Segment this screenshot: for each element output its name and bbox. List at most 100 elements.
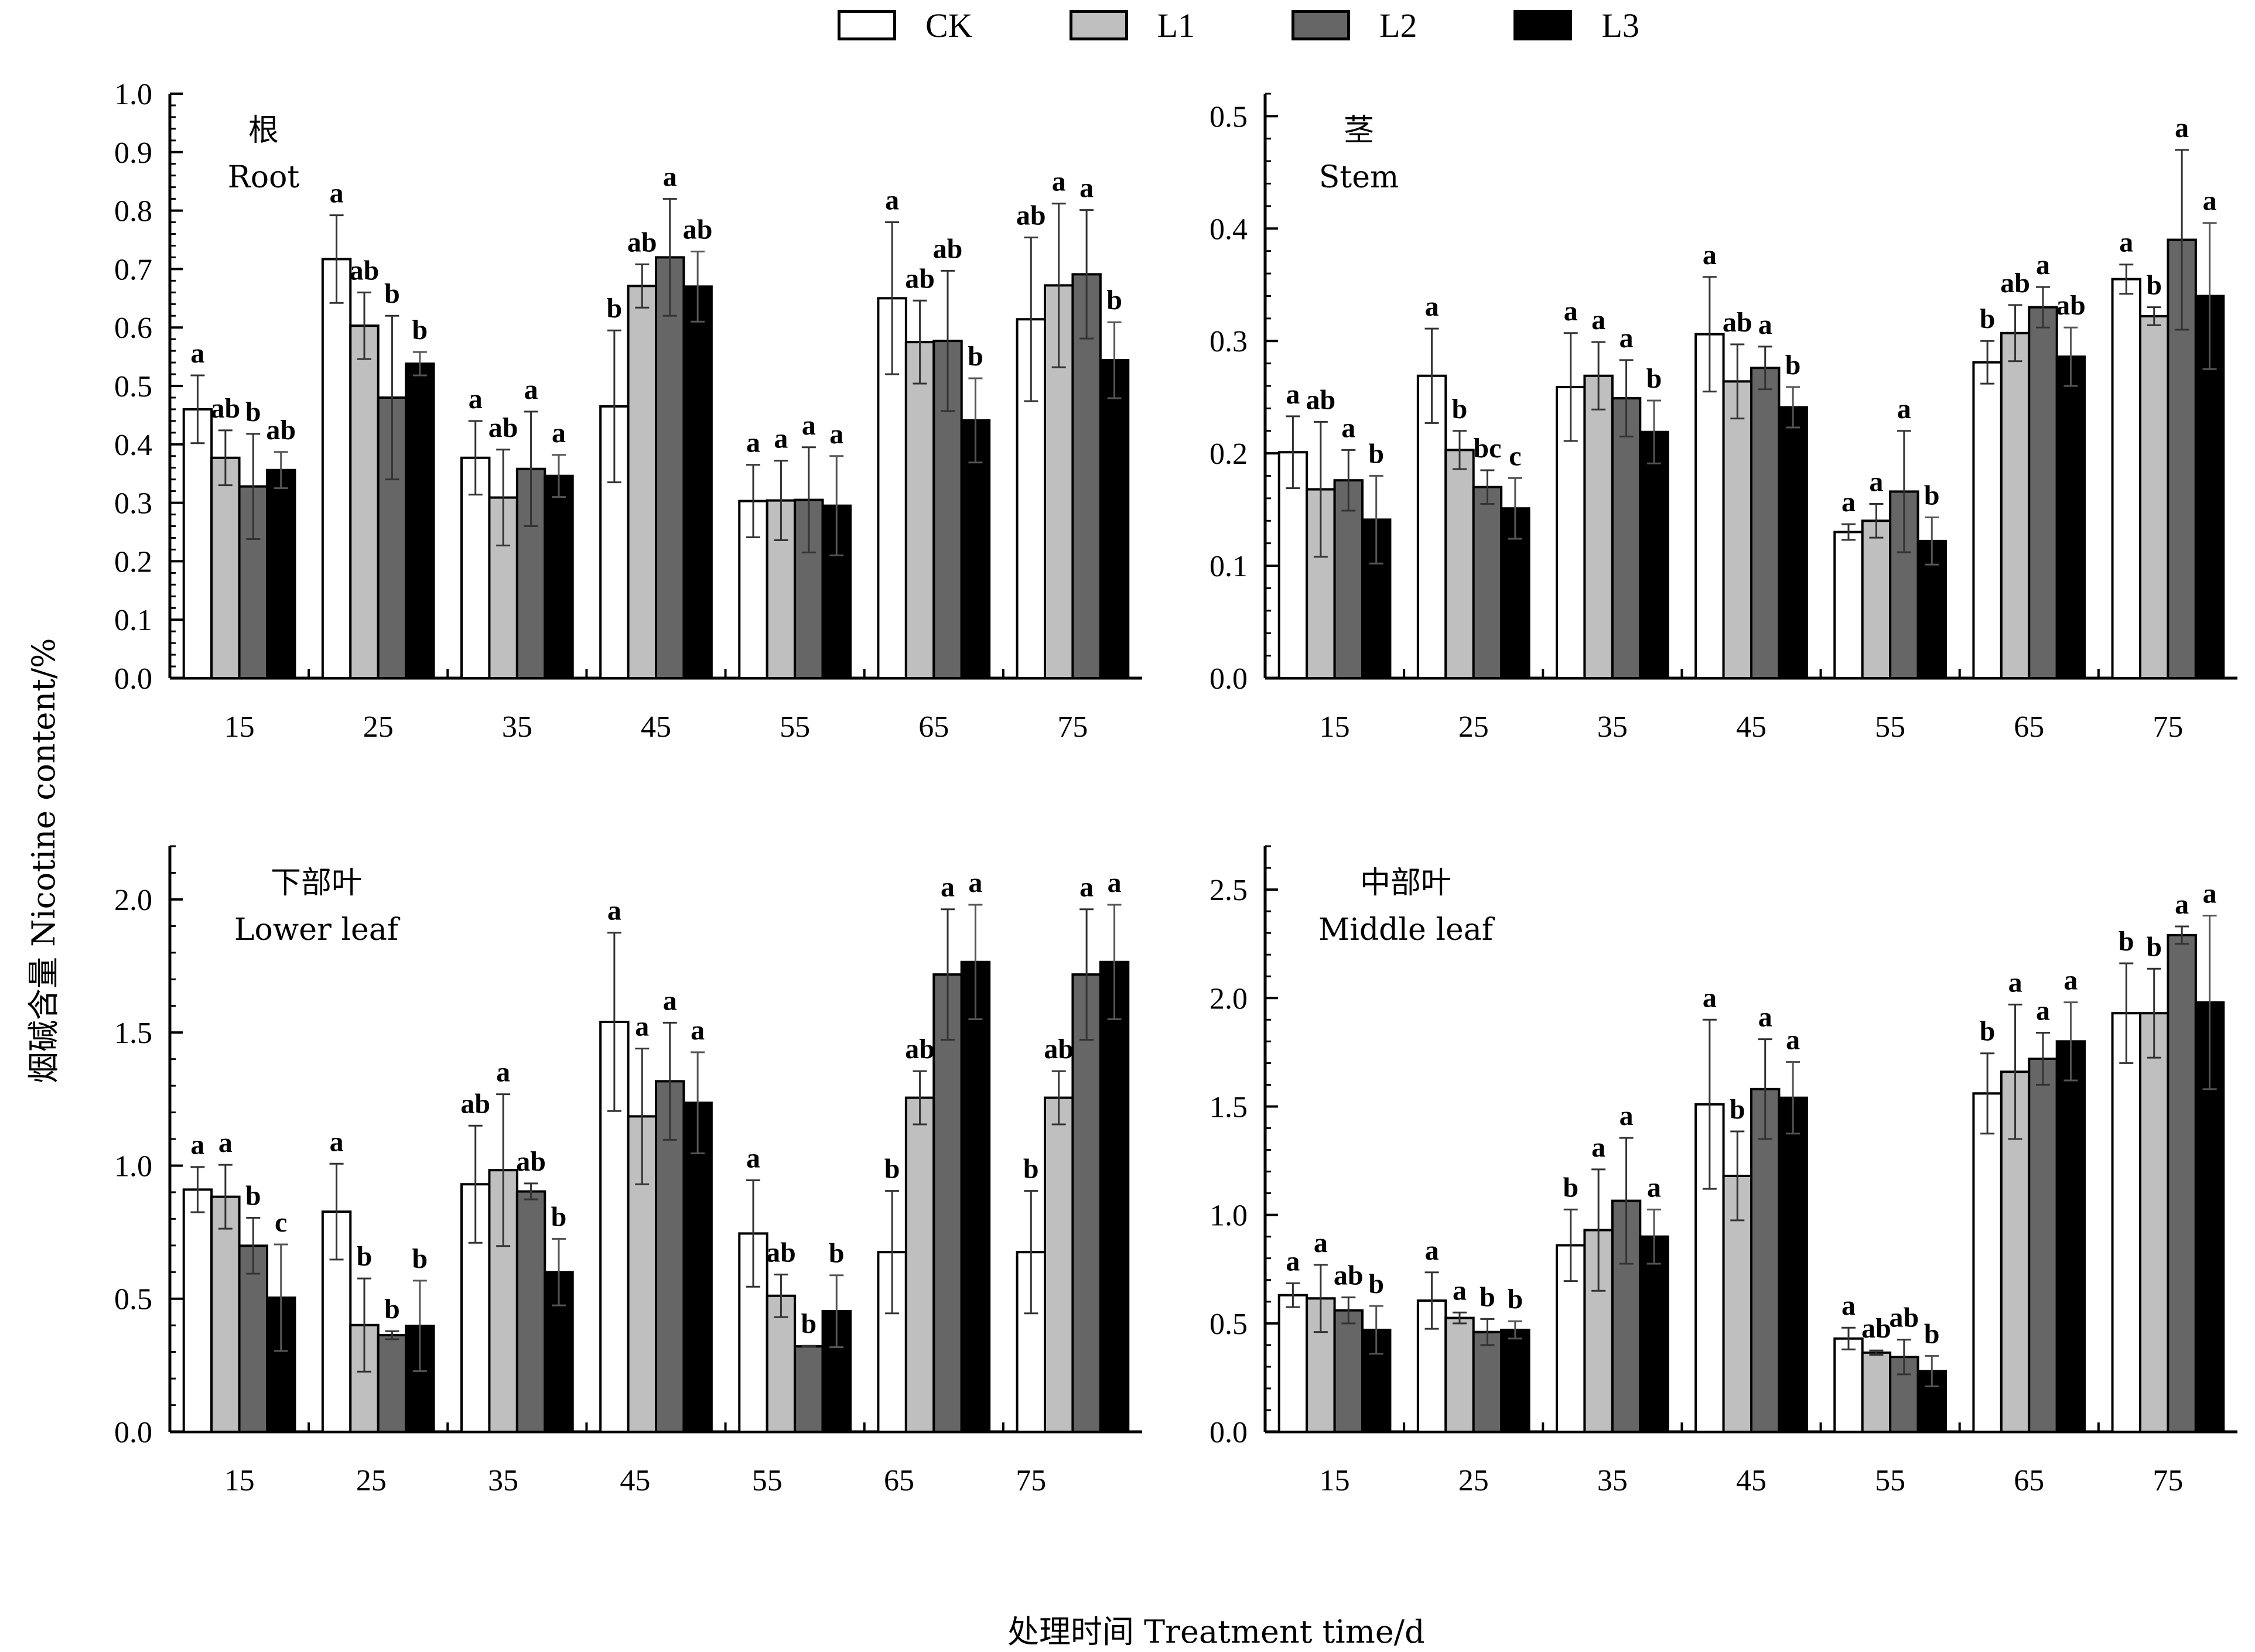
bar-l1-65 bbox=[904, 341, 935, 679]
bar-l1-75 bbox=[2139, 1012, 2169, 1433]
significance-label: ab bbox=[488, 412, 518, 443]
significance-label: a bbox=[1841, 1290, 1856, 1321]
bar-l1-35 bbox=[1583, 1229, 1614, 1433]
bar-l3-35 bbox=[1639, 430, 1669, 679]
significance-label: a bbox=[218, 1127, 233, 1158]
y-tick-label: 0.0 bbox=[1210, 1416, 1248, 1449]
x-tick-label: 15 bbox=[224, 1464, 255, 1497]
significance-label: a bbox=[1286, 379, 1300, 410]
significance-label: a bbox=[1079, 173, 1094, 204]
bar-l1-25 bbox=[349, 324, 380, 679]
significance-label: ab bbox=[1723, 307, 1752, 338]
y-tick-label: 0.4 bbox=[114, 429, 152, 462]
significance-label: a bbox=[968, 867, 982, 898]
bar-ck-25 bbox=[321, 258, 352, 679]
x-tick-label: 45 bbox=[1736, 710, 1767, 744]
x-tick-label: 65 bbox=[2014, 710, 2044, 744]
significance-label: b bbox=[1480, 1281, 1495, 1312]
significance-label: a bbox=[1786, 1025, 1800, 1056]
bar-l2-15 bbox=[1333, 1309, 1364, 1433]
y-tick-label: 1.5 bbox=[114, 1017, 152, 1050]
significance-label: ab bbox=[2000, 268, 2030, 299]
significance-label: a bbox=[1758, 1002, 1772, 1033]
bar-ck-65 bbox=[1972, 1092, 2003, 1433]
bar-l2-65 bbox=[932, 973, 963, 1434]
bar-l3-75 bbox=[1099, 359, 1130, 679]
significance-label: b bbox=[1785, 350, 1801, 381]
legend-swatch-ck bbox=[838, 10, 896, 40]
y-tick-label: 0.5 bbox=[114, 1283, 152, 1316]
significance-label: b bbox=[2146, 931, 2162, 962]
significance-label: a bbox=[2036, 249, 2050, 281]
y-tick-label: 0.1 bbox=[1210, 550, 1248, 583]
bar-l3-45 bbox=[1778, 1096, 1808, 1433]
legend: CK L1 L2 L3 bbox=[838, 5, 1736, 46]
bar-l2-35 bbox=[1611, 397, 1642, 679]
legend-swatch-l3 bbox=[1513, 10, 1573, 40]
significance-label: a bbox=[829, 419, 843, 450]
significance-label: b bbox=[1508, 1284, 1523, 1315]
significance-label: b bbox=[1646, 363, 1662, 394]
significance-label: b bbox=[1452, 394, 1468, 425]
significance-label: a bbox=[1620, 1100, 1634, 1131]
significance-label: ab bbox=[1890, 1302, 1919, 1333]
x-tick-label: 45 bbox=[1736, 1464, 1767, 1497]
significance-label: b bbox=[1730, 1094, 1745, 1125]
x-tick-label: 35 bbox=[1597, 1464, 1628, 1497]
y-tick-label: 0.7 bbox=[114, 253, 152, 286]
panel-title-en: Middle leaf bbox=[1318, 912, 1495, 948]
y-tick-label: 0.0 bbox=[114, 662, 152, 696]
x-tick-label: 75 bbox=[2152, 710, 2183, 744]
bar-l1-35 bbox=[1583, 374, 1614, 679]
significance-label: b bbox=[384, 1294, 400, 1325]
bar-l1-65 bbox=[2000, 331, 2031, 679]
bar-ck-55 bbox=[1833, 531, 1864, 679]
significance-label: b bbox=[1106, 285, 1122, 316]
significance-label: b bbox=[1980, 303, 1996, 334]
x-tick-label: 55 bbox=[1875, 710, 1905, 744]
x-tick-label: 55 bbox=[752, 1464, 783, 1497]
x-tick-label: 45 bbox=[620, 1464, 650, 1497]
x-tick-label: 25 bbox=[363, 710, 394, 744]
bar-l1-25 bbox=[1444, 449, 1475, 680]
x-tick-label: 35 bbox=[502, 710, 532, 744]
legend-item-l1: L1 bbox=[1069, 6, 1195, 45]
bar-l1-55 bbox=[1861, 1351, 1892, 1433]
panel-title-cn: 茎 bbox=[1344, 113, 1374, 148]
significance-label: b bbox=[801, 1308, 817, 1339]
y-tick-label: 0.5 bbox=[114, 370, 152, 403]
bar-l3-65 bbox=[960, 960, 991, 1433]
y-tick-label: 2.5 bbox=[1210, 874, 1248, 907]
legend-label-ck: CK bbox=[925, 6, 973, 45]
bar-l1-65 bbox=[904, 1096, 935, 1433]
panel-title-cn: 中部叶 bbox=[1360, 866, 1451, 901]
significance-label: ab bbox=[627, 227, 657, 258]
significance-label: a bbox=[190, 1130, 204, 1161]
x-tick-label: 55 bbox=[780, 710, 810, 744]
panel-title-en: Stem bbox=[1319, 160, 1399, 195]
significance-label: a bbox=[552, 418, 566, 449]
bar-l3-25 bbox=[405, 362, 435, 679]
bar-l3-45 bbox=[1778, 406, 1808, 679]
x-tick-label: 75 bbox=[1016, 1464, 1046, 1497]
x-tick-label: 25 bbox=[356, 1464, 387, 1497]
bar-l2-25 bbox=[377, 1334, 408, 1433]
x-tick-label: 65 bbox=[918, 710, 949, 744]
y-tick-label: 0.9 bbox=[114, 136, 152, 170]
y-tick-label: 0.2 bbox=[114, 545, 152, 579]
significance-label: a bbox=[2008, 967, 2022, 998]
significance-label: a bbox=[2175, 889, 2189, 920]
bar-l3-65 bbox=[2055, 355, 2086, 679]
bar-l2-45 bbox=[1750, 367, 1781, 679]
bar-l1-75 bbox=[2139, 315, 2169, 679]
y-tick-label: 0.5 bbox=[1210, 1308, 1248, 1341]
x-tick-label: 55 bbox=[1875, 1464, 1905, 1497]
legend-label-l1: L1 bbox=[1157, 6, 1195, 45]
significance-label: b bbox=[1368, 1268, 1384, 1299]
significance-label: ab bbox=[1861, 1313, 1891, 1344]
significance-label: a bbox=[1841, 487, 1856, 518]
y-tick-label: 0.1 bbox=[114, 604, 152, 637]
y-tick-label: 0.5 bbox=[1210, 100, 1248, 134]
significance-label: a bbox=[746, 427, 760, 459]
